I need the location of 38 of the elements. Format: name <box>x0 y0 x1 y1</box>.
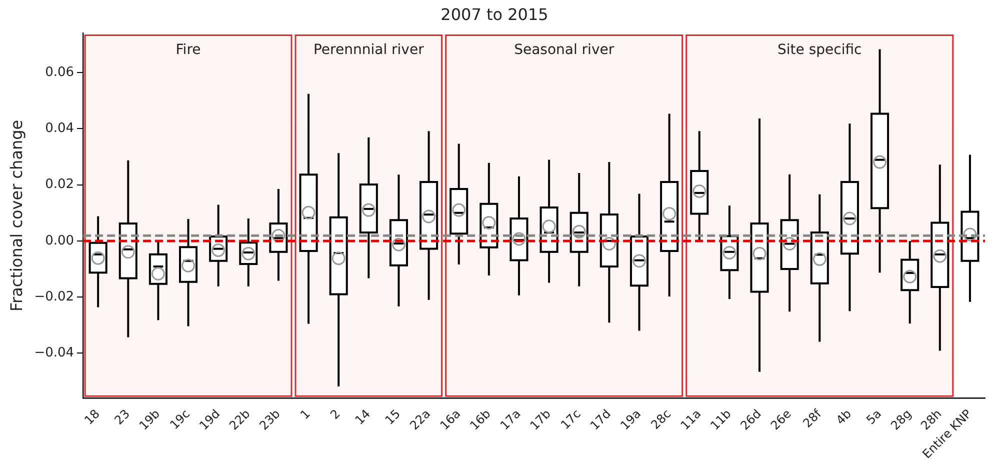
x-tick-label: 18 <box>82 406 102 428</box>
chart-title: 2007 to 2015 <box>440 4 548 24</box>
x-tick-label: 19a <box>618 406 644 433</box>
band-label: Fire <box>176 42 201 58</box>
x-tick-label: 17a <box>497 406 524 433</box>
x-tick-label: 19c <box>167 406 193 432</box>
x-tick-label: 17c <box>558 406 584 432</box>
x-tick-label: 28g <box>888 406 914 433</box>
y-tick-label: 0.00 <box>45 233 74 248</box>
x-tick-label: 23b <box>256 406 283 433</box>
x-tick-label: 28f <box>800 406 825 430</box>
x-tick-label: 4b <box>833 406 854 428</box>
band-label: Site specific <box>778 42 862 58</box>
x-tick-label: 19b <box>136 406 163 433</box>
x-tick-label: 11a <box>678 406 704 433</box>
x-tick-label: 14 <box>352 406 373 428</box>
band-label: Perennnial river <box>313 42 424 58</box>
y-tick-label: 0.06 <box>45 64 74 80</box>
band-label: Seasonal river <box>514 42 614 58</box>
x-tick-label: 16b <box>467 406 494 433</box>
x-tick-label: 26e <box>768 406 794 433</box>
x-tick-label: 11b <box>708 406 734 433</box>
y-tick-label: 0.04 <box>45 121 74 136</box>
x-tick-label: 22a <box>407 406 434 433</box>
x-tick-label: 23 <box>112 406 132 428</box>
y-tick-label: 0.02 <box>45 177 74 192</box>
x-tick-label: 28h <box>918 406 944 433</box>
y-axis-title: Fractional cover change <box>6 120 26 312</box>
x-tick-label: 5a <box>864 406 884 428</box>
x-tick-label: 2 <box>328 406 343 422</box>
y-tick-label: −0.02 <box>34 289 74 304</box>
x-tick-label: 16a <box>437 406 464 433</box>
y-tick-label: −0.04 <box>34 346 74 361</box>
x-tick-label: 1 <box>298 406 313 422</box>
x-tick-label: 15 <box>382 406 404 428</box>
x-tick-label: 17b <box>527 406 554 433</box>
x-tick-label: 22b <box>226 406 253 433</box>
x-tick-label: 28c <box>648 406 674 432</box>
